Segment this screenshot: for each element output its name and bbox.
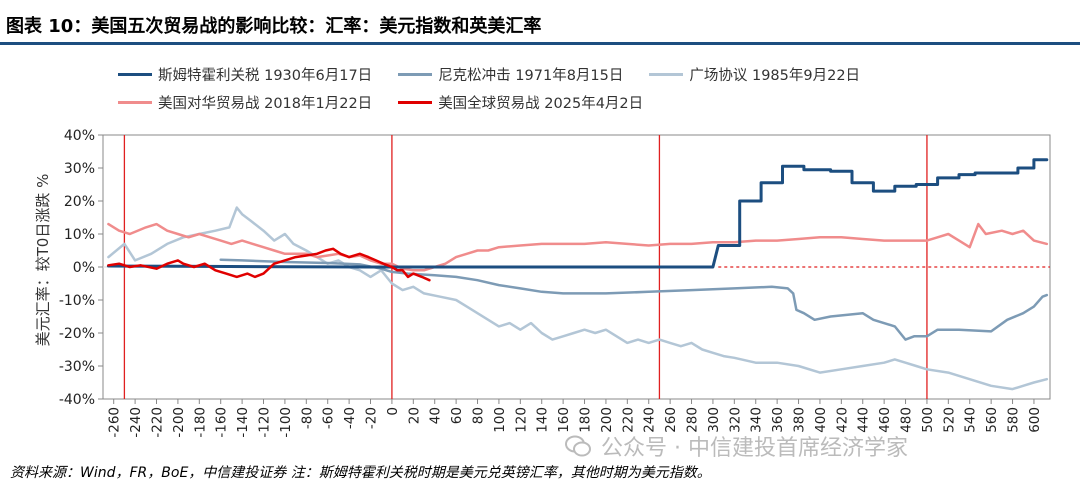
watermark-text: 公众号 · 中信建投首席经济学家 (601, 436, 908, 461)
x-tick-label: 540 (963, 407, 979, 433)
series-line-4 (107, 247, 431, 282)
line-chart: 美元汇率：较T0日涨跌 % -40% -30% -20% -10% 0% 10% 20% 30… (34, 128, 1051, 438)
legend-swatch-plaza-accord (649, 72, 684, 76)
x-tick-label: 440 (856, 407, 872, 433)
legend-swatch-china-trade-war (118, 100, 152, 104)
x-tick-label: -200 (171, 407, 187, 438)
x-tick-label: 500 (920, 407, 936, 433)
x-tick-label: -20 (364, 407, 380, 429)
x-tick-label: 120 (513, 407, 529, 433)
y-tick-label: 30% (64, 161, 95, 177)
x-tick-label: 400 (813, 407, 829, 433)
watermark: 公众号 · 中信建投首席经济学家 (565, 430, 908, 462)
x-tick-label: 80 (471, 407, 487, 424)
x-tick-label: 100 (492, 407, 508, 433)
x-tick-label: 220 (620, 407, 636, 433)
x-tick-label: 300 (706, 407, 722, 433)
x-tick-label: 520 (941, 407, 957, 433)
y-tick-label: -30% (59, 359, 95, 375)
series-line-2 (107, 206, 1049, 391)
y-tick-label: 40% (64, 128, 95, 144)
x-tick-label: 360 (770, 407, 786, 433)
x-tick-label: 480 (899, 407, 915, 433)
x-tick-label: -260 (107, 407, 123, 438)
chart-legend: 斯姆特霍利关税 1930年6月17日 尼克松冲击 1971年8月15日 广场协议… (118, 60, 1068, 116)
x-tick-label: -60 (321, 407, 337, 429)
x-tick-label: -160 (214, 407, 230, 438)
x-tick-label: 40 (428, 407, 444, 424)
legend-row-2: 美国对华贸易战 2018年1月22日 美国全球贸易战 2025年4月2日 (118, 88, 1068, 116)
x-tick-label: -40 (342, 407, 358, 429)
x-tick-label: 240 (642, 407, 658, 433)
x-tick-label: -140 (235, 407, 251, 438)
page-title: 图表 10：美国五次贸易战的影响比较：汇率：美元指数和英美汇率 (6, 16, 542, 37)
x-tick-label: 200 (599, 407, 615, 433)
x-tick-label: -220 (150, 407, 166, 438)
y-tick-label: 20% (64, 194, 95, 210)
x-tick-label: 320 (727, 407, 743, 433)
x-tick-label: 160 (556, 407, 572, 433)
series-line-1 (219, 258, 1049, 341)
legend-swatch-nixon-shock (398, 72, 433, 76)
x-tick-label: 380 (792, 407, 808, 433)
source-note: 资料来源：Wind，FR，BoE，中信建投证券 注：斯姆特霍利关税时期是美元兑英… (10, 465, 711, 481)
x-tick-label: 20 (406, 407, 422, 424)
legend-label-smoot-hawley: 斯姆特霍利关税 1930年6月17日 (158, 67, 373, 84)
legend-item-smoot-hawley: 斯姆特霍利关税 1930年6月17日 (118, 64, 372, 85)
wechat-icon (565, 435, 591, 457)
x-tick-label: 0 (385, 407, 401, 416)
x-tick-label: 180 (578, 407, 594, 433)
x-tick-label: 420 (834, 407, 850, 433)
x-tick-label: 280 (685, 407, 701, 433)
x-tick-label: 140 (535, 407, 551, 433)
series-line-0 (106, 158, 1049, 269)
series-line-3 (107, 222, 1049, 272)
x-tick-label: 60 (449, 407, 465, 424)
legend-item-plaza-accord: 广场协议 1985年9月22日 (649, 64, 860, 85)
legend-item-china-trade-war: 美国对华贸易战 2018年1月22日 (118, 92, 372, 113)
x-tick-label: -80 (299, 407, 315, 429)
x-tick-label: 580 (1006, 407, 1022, 433)
x-tick-label: -240 (128, 407, 144, 438)
legend-swatch-global-trade-war (398, 100, 433, 104)
y-tick-label: 0% (73, 260, 95, 276)
y-tick-label: -20% (59, 326, 95, 342)
x-tick-label: 460 (877, 407, 893, 433)
x-tick-label: -120 (257, 407, 273, 438)
x-tick-label: -180 (192, 407, 208, 438)
legend-label-plaza-accord: 广场协议 1985年9月22日 (689, 67, 861, 84)
x-tick-label: -100 (278, 407, 294, 438)
legend-row-1: 斯姆特霍利关税 1930年6月17日 尼克松冲击 1971年8月15日 广场协议… (118, 60, 1068, 88)
legend-item-nixon-shock: 尼克松冲击 1971年8月15日 (398, 64, 623, 85)
title-rule (0, 42, 1080, 45)
x-tick-label: 600 (1027, 407, 1043, 433)
y-axis-label: 美元汇率：较T0日涨跌 % (34, 174, 52, 347)
x-tick-label: 260 (663, 407, 679, 433)
y-tick-label: 10% (64, 227, 95, 243)
y-tick-label: -40% (59, 392, 95, 408)
legend-item-global-trade-war: 美国全球贸易战 2025年4月2日 (398, 92, 643, 113)
x-tick-label: 340 (749, 407, 765, 433)
legend-label-china-trade-war: 美国对华贸易战 2018年1月22日 (158, 95, 373, 112)
x-tick-label: 560 (984, 407, 1000, 433)
y-tick-label: -10% (59, 293, 95, 309)
legend-swatch-smoot-hawley (118, 72, 152, 76)
legend-label-global-trade-war: 美国全球贸易战 2025年4月2日 (438, 95, 644, 112)
legend-label-nixon-shock: 尼克松冲击 1971年8月15日 (438, 67, 624, 84)
